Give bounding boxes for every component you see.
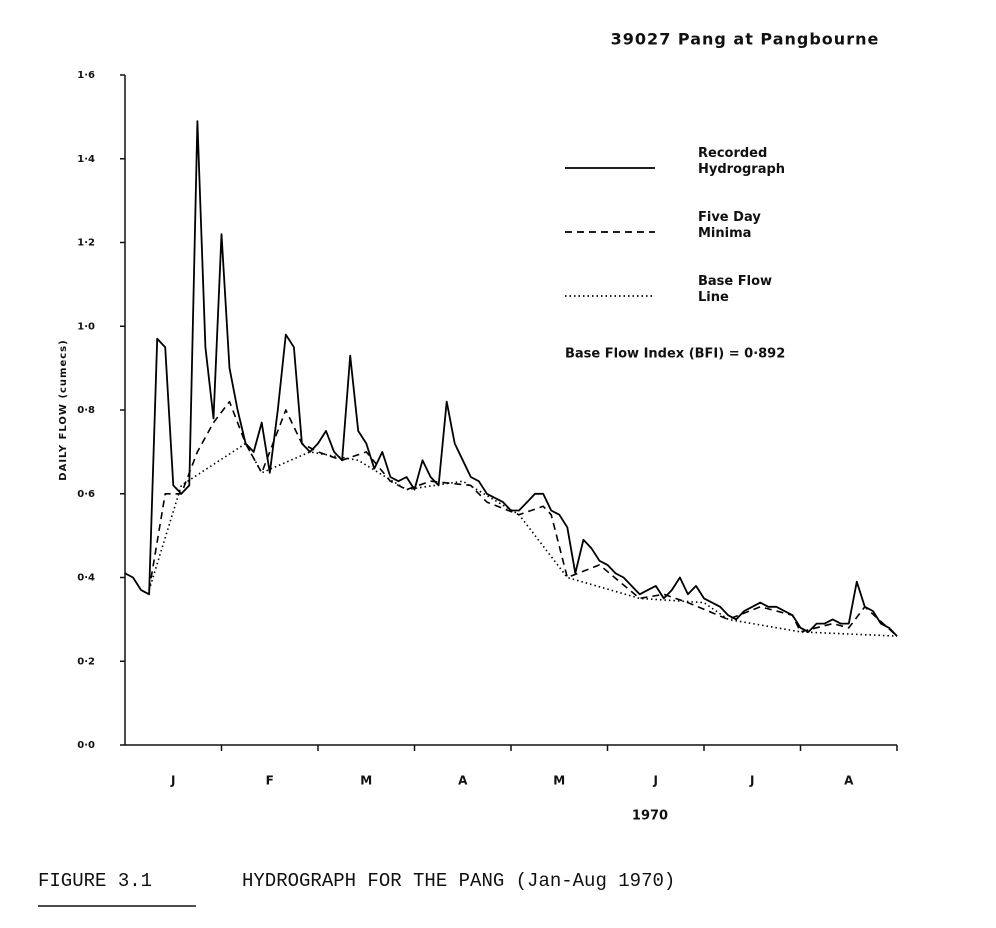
x-tick-label: A — [458, 774, 468, 788]
x-tick-label: J — [170, 774, 175, 788]
caption-number: FIGURE 3.1 — [38, 870, 153, 892]
y-tick-label: 0·8 — [77, 405, 95, 416]
y-tick-label: 0·2 — [77, 656, 95, 667]
legend-label: Recorded Hydrograph — [698, 146, 786, 177]
y-tick-label: 0·6 — [77, 489, 95, 500]
legend-label: Five Day Minima — [698, 210, 761, 241]
series-line — [148, 400, 898, 637]
chart-title: 39027 Pang at Pangbourne — [611, 30, 880, 49]
x-tick-label: J — [749, 774, 754, 788]
annotation: Base Flow Index (BFI) = 0·892 — [565, 347, 785, 362]
x-axis-label: 1970 — [632, 809, 668, 824]
x-tick-label: F — [266, 774, 274, 788]
y-tick-label: 1·6 — [77, 70, 95, 81]
x-tick-label: J — [653, 774, 658, 788]
y-tick-label: 1·0 — [77, 321, 95, 332]
x-tick-label: M — [360, 774, 372, 788]
y-tick-label: 1·2 — [77, 238, 95, 249]
y-tick-label: 1·4 — [77, 154, 95, 165]
y-tick-label: 0·4 — [77, 573, 95, 584]
x-tick-label: M — [553, 774, 565, 788]
legend-label: Base Flow Line — [698, 274, 773, 305]
x-tick-label: A — [844, 774, 854, 788]
series-line — [124, 120, 898, 637]
series-line — [148, 442, 898, 637]
y-axis-label: DAILY FLOW (cumecs) — [58, 339, 69, 480]
y-tick-label: 0·0 — [77, 740, 95, 751]
caption-text: HYDROGRAPH FOR THE PANG (Jan-Aug 1970) — [242, 870, 676, 892]
